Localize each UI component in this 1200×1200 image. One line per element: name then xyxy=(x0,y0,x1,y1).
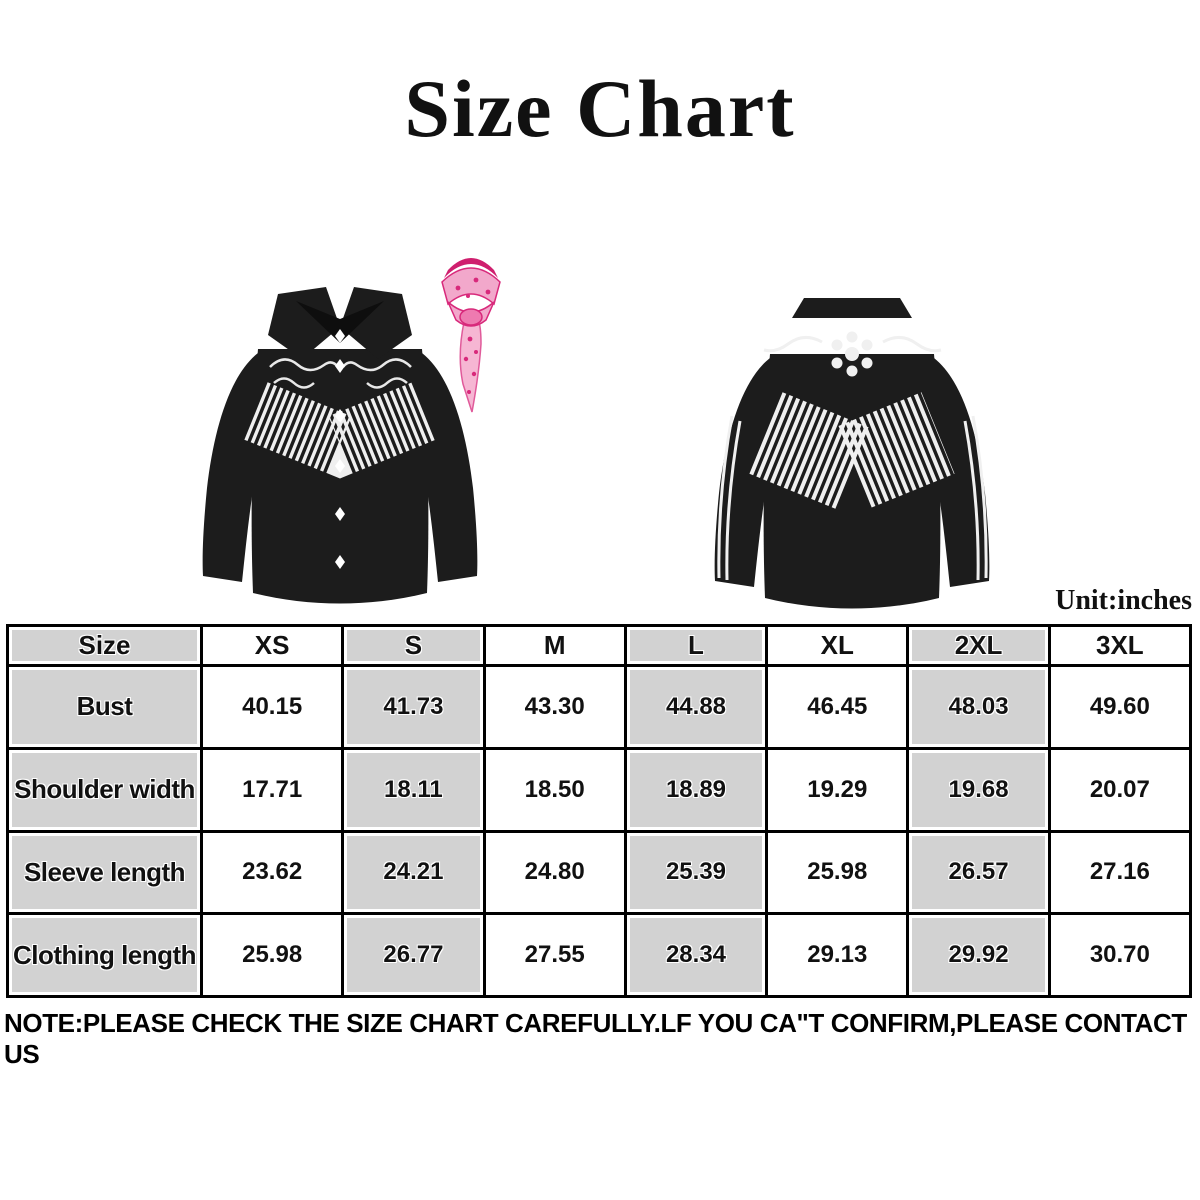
cell-clothing-3xl: 30.70 xyxy=(1047,912,1193,998)
cell-sleeve-s: 24.21 xyxy=(341,829,486,916)
sleeve-fringe xyxy=(717,415,988,581)
col-header-xs: XS xyxy=(199,624,345,667)
size-table: Size XS S M L XL 2XL 3XL Bust 40.15 41.7… xyxy=(6,624,1193,998)
cell-bust-2xl: 48.03 xyxy=(906,664,1051,750)
cell-bust-l: 44.88 xyxy=(623,664,769,750)
cell-clothing-l: 28.34 xyxy=(623,912,769,998)
front-embroidery xyxy=(269,358,412,389)
row-label-shoulder: Shoulder width xyxy=(6,746,203,833)
back-fringe xyxy=(749,392,955,516)
col-header-l: L xyxy=(623,624,769,667)
table-row-shoulder: Shoulder width 17.71 18.11 18.50 18.89 1… xyxy=(6,746,1193,833)
page-title: Size Chart xyxy=(404,63,796,154)
cell-bust-xl: 46.45 xyxy=(765,664,910,750)
table-row-bust: Bust 40.15 41.73 43.30 44.88 46.45 48.03… xyxy=(6,664,1193,750)
cell-shoulder-l: 18.89 xyxy=(623,746,769,833)
cell-sleeve-m: 24.80 xyxy=(482,829,627,916)
col-header-xl: XL xyxy=(765,624,910,667)
cell-sleeve-l: 25.39 xyxy=(623,829,769,916)
cell-sleeve-xl: 25.98 xyxy=(765,829,910,916)
shirt-front-image xyxy=(202,287,478,604)
cell-bust-s: 41.73 xyxy=(341,664,486,750)
cell-clothing-xl: 29.13 xyxy=(765,912,910,998)
cell-shoulder-2xl: 19.68 xyxy=(906,746,1051,833)
col-header-size: Size xyxy=(6,624,203,667)
cell-sleeve-2xl: 26.57 xyxy=(906,829,1051,916)
col-header-s: S xyxy=(341,624,486,667)
table-row-clothing: Clothing length 25.98 26.77 27.55 28.34 … xyxy=(6,912,1193,998)
cell-bust-m: 43.30 xyxy=(482,664,627,750)
cell-sleeve-3xl: 27.16 xyxy=(1047,829,1193,916)
row-label-clothing: Clothing length xyxy=(6,912,203,998)
unit-label: Unit:inches xyxy=(1055,585,1192,616)
note-text: NOTE:PLEASE CHECK THE SIZE CHART CAREFUL… xyxy=(4,1008,1187,1069)
row-label-bust: Bust xyxy=(6,664,203,750)
cell-sleeve-xs: 23.62 xyxy=(199,829,345,916)
bandana-image xyxy=(441,258,501,413)
front-buttons xyxy=(335,329,345,569)
cell-shoulder-s: 18.11 xyxy=(341,746,486,833)
cell-clothing-m: 27.55 xyxy=(482,912,627,998)
cell-clothing-2xl: 29.92 xyxy=(906,912,1051,998)
table-row-sleeve: Sleeve length 23.62 24.21 24.80 25.39 25… xyxy=(6,829,1193,916)
back-embroidery xyxy=(763,331,942,377)
cell-clothing-s: 26.77 xyxy=(341,912,486,998)
col-header-2xl: 2XL xyxy=(906,624,1051,667)
shirt-back-image xyxy=(714,298,990,609)
cell-shoulder-3xl: 20.07 xyxy=(1047,746,1193,833)
cell-bust-3xl: 49.60 xyxy=(1047,664,1193,750)
cell-bust-xs: 40.15 xyxy=(199,664,345,750)
cell-clothing-xs: 25.98 xyxy=(199,912,345,998)
col-header-3xl: 3XL xyxy=(1047,624,1193,667)
bandana-shapes xyxy=(441,258,501,413)
cell-shoulder-xs: 17.71 xyxy=(199,746,345,833)
row-label-sleeve: Sleeve length xyxy=(6,829,203,916)
cell-shoulder-xl: 19.29 xyxy=(765,746,910,833)
front-fringe xyxy=(244,382,436,479)
cell-shoulder-m: 18.50 xyxy=(482,746,627,833)
header-row: Size XS S M L XL 2XL 3XL xyxy=(6,624,1193,667)
col-header-m: M xyxy=(482,624,627,667)
